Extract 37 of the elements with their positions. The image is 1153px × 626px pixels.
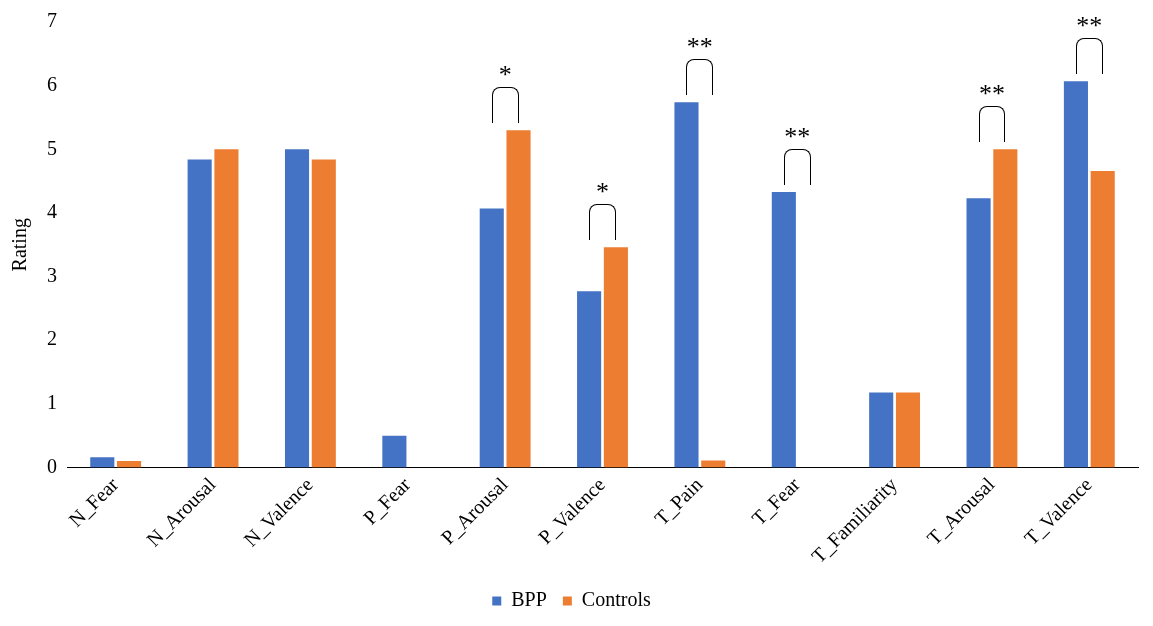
bar: [966, 198, 991, 468]
bar: [603, 247, 628, 468]
annotation: *: [498, 60, 512, 90]
bar: [895, 392, 921, 468]
y-tick-label: 0: [47, 454, 57, 477]
y-tick-label: 6: [47, 72, 57, 95]
y-tick-label: 4: [47, 200, 57, 223]
annotation: *: [596, 177, 609, 207]
legend-label: Controls: [581, 588, 651, 611]
bar: [284, 149, 310, 468]
bar: [311, 159, 336, 468]
y-tick-label: 2: [47, 327, 57, 350]
bar: [1063, 81, 1088, 468]
y-tick-label: 1: [47, 391, 57, 414]
bar: [1090, 170, 1115, 468]
bar: [993, 149, 1018, 468]
y-axis-title: Rating: [8, 218, 32, 272]
bar: [479, 208, 504, 468]
bar: [701, 460, 726, 468]
y-tick-label: 5: [47, 136, 57, 159]
bar: [214, 149, 239, 468]
bar: [506, 130, 531, 468]
bar: [187, 159, 212, 468]
bar: [577, 291, 602, 468]
bar: [674, 102, 699, 468]
y-tick-label: 3: [47, 263, 57, 286]
bar: [869, 392, 894, 468]
annotation: **: [1076, 11, 1103, 41]
bar: [90, 457, 115, 468]
annotation: **: [784, 121, 811, 151]
y-tick-label: 7: [47, 9, 57, 32]
annotation: **: [686, 32, 713, 62]
legend-label: BPP: [511, 588, 547, 611]
bar: [117, 461, 142, 468]
annotation: **: [978, 79, 1005, 109]
bar: [771, 191, 796, 468]
bar: [382, 435, 407, 468]
